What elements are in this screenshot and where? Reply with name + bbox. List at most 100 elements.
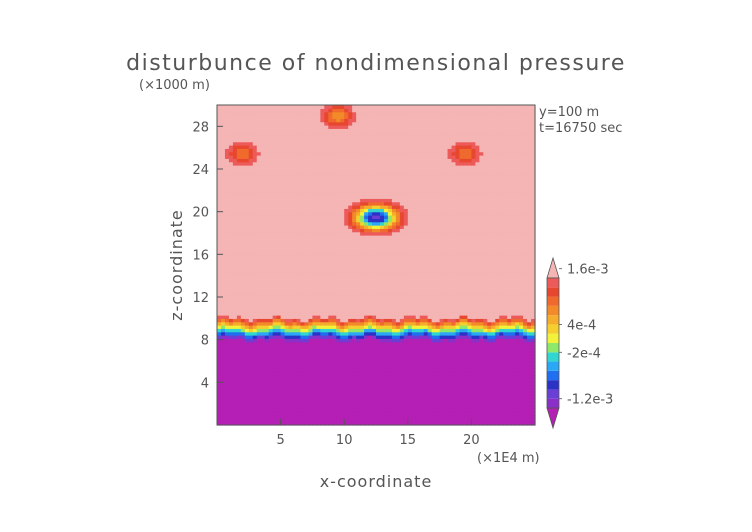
heat-cell: [284, 331, 290, 336]
heat-cell: [463, 265, 469, 269]
heat-cell: [427, 331, 433, 336]
heat-cell: [507, 395, 512, 399]
heat-cell: [236, 398, 242, 403]
y-unit-label: (×1000 m): [139, 78, 210, 93]
heat-cell: [352, 395, 357, 399]
heat-cell: [304, 381, 310, 386]
heat-cell: [523, 395, 528, 399]
heat-cell: [479, 358, 484, 363]
heat-cell: [511, 368, 516, 373]
heat-cell: [217, 318, 222, 323]
heat-cell: [328, 258, 333, 263]
heat-cell: [320, 321, 325, 326]
heat-cell: [383, 348, 389, 353]
heat-cell: [499, 378, 504, 383]
heat-cell: [527, 368, 532, 373]
heat-cell: [527, 245, 532, 249]
heat-cell: [300, 405, 306, 409]
heat-cell: [264, 315, 270, 319]
heat-cell: [431, 408, 437, 413]
heat-cell: [495, 365, 500, 369]
heat-cell: [391, 348, 397, 353]
heat-cell: [228, 231, 234, 236]
heat-cell: [435, 341, 441, 346]
heat-cell: [451, 298, 457, 303]
heat-cell: [467, 285, 472, 289]
heat-cell: [499, 315, 504, 319]
heat-cell: [507, 228, 512, 233]
heat-cell: [439, 258, 445, 263]
heat-cell: [364, 388, 369, 393]
heat-cell: [443, 218, 449, 223]
heat-cell: [252, 315, 258, 319]
heat-cell: [336, 401, 341, 406]
heat-cell: [523, 405, 528, 409]
heat-cell: [252, 378, 258, 383]
heat-cell: [459, 408, 465, 413]
heat-cell: [399, 421, 405, 426]
heat-cell: [276, 418, 282, 423]
heat-cell: [308, 228, 313, 233]
heat-cell: [348, 378, 353, 383]
heat-cell: [264, 241, 270, 246]
heat-cell: [487, 361, 492, 366]
heat-cell: [372, 421, 377, 426]
heat-cell: [455, 338, 461, 343]
heat-cell: [288, 355, 294, 359]
heat-cell: [217, 378, 222, 383]
heat-cell: [423, 245, 429, 249]
heat-cell: [423, 331, 429, 336]
heat-cell: [527, 325, 532, 329]
heat-cell: [467, 298, 472, 303]
heat-cell: [443, 265, 449, 269]
heat-cell: [491, 241, 496, 246]
heat-cell: [391, 288, 397, 293]
heat-cell: [228, 345, 234, 349]
heat-cell: [391, 305, 397, 309]
heat-cell: [344, 278, 349, 283]
heat-cell: [268, 361, 274, 366]
heat-cell: [296, 378, 302, 383]
heat-cell: [248, 325, 254, 329]
heat-cell: [435, 238, 441, 243]
heat-cell: [419, 235, 425, 239]
heat-cell: [467, 275, 472, 279]
heat-cell: [312, 251, 317, 256]
heat-cell: [244, 398, 250, 403]
heat-cell: [268, 228, 274, 233]
heat-cell: [491, 285, 496, 289]
heat-cell: [244, 401, 250, 406]
heat-cell: [443, 298, 449, 303]
heat-cell: [407, 241, 413, 246]
heat-cell: [276, 355, 282, 359]
heat-cell: [487, 358, 492, 363]
heat-cell: [224, 411, 230, 416]
heat-cell: [324, 228, 329, 233]
heat-cell: [220, 418, 226, 423]
heat-cell: [220, 285, 226, 289]
heat-cell: [220, 391, 226, 396]
heat-cell: [284, 381, 290, 386]
heat-cell: [411, 288, 417, 293]
heat-cell: [260, 325, 266, 329]
heat-cell: [300, 395, 306, 399]
heat-cell: [463, 298, 469, 303]
heat-cell: [523, 258, 528, 263]
heat-cell: [248, 335, 254, 339]
heat-cell: [471, 361, 476, 366]
heat-cell: [479, 331, 484, 336]
heat-cell: [479, 271, 484, 276]
heat-cell: [236, 271, 242, 276]
heat-cell: [336, 221, 341, 226]
heat-cell: [443, 231, 449, 236]
heat-cell: [236, 315, 242, 319]
heat-cell: [379, 338, 385, 343]
heat-cell: [507, 245, 512, 249]
heat-cell: [332, 395, 337, 399]
heat-cell: [515, 288, 520, 293]
heat-cell: [443, 228, 449, 233]
heat-cell: [300, 378, 306, 383]
heat-cell: [503, 311, 508, 316]
heat-cell: [411, 218, 417, 223]
heat-cell: [320, 338, 325, 343]
